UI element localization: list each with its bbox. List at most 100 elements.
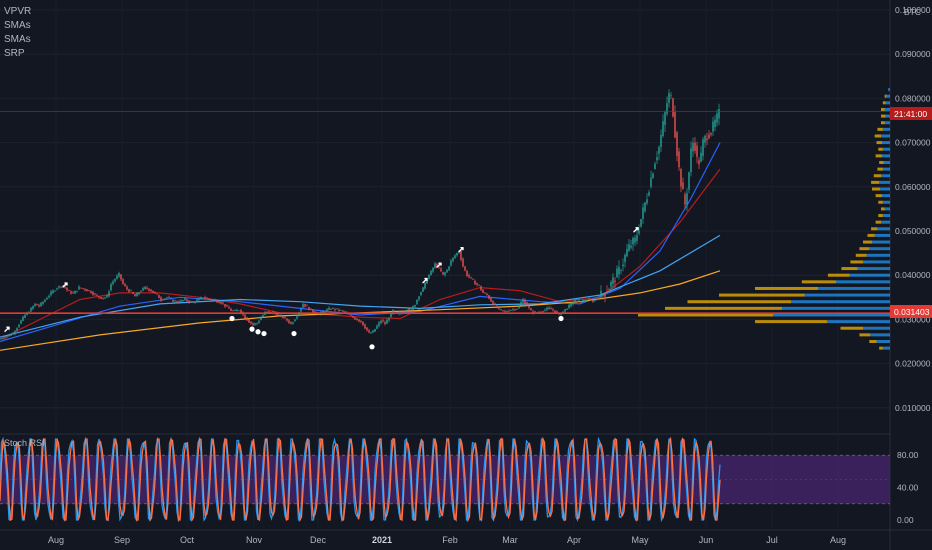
candle-body <box>88 290 90 291</box>
candle-body <box>586 300 588 301</box>
buy-signal-icon <box>62 282 68 288</box>
candle-body <box>146 287 148 289</box>
candle-body <box>74 290 76 294</box>
vp-bar-blue <box>882 214 890 218</box>
currency-label: BTC <box>904 7 921 17</box>
candle-body <box>64 284 66 288</box>
candle-body <box>164 298 166 300</box>
candle-body <box>46 298 48 300</box>
candle-body <box>384 322 386 325</box>
candle-body <box>624 254 626 262</box>
candle-body <box>582 300 584 302</box>
candle-body <box>132 292 134 294</box>
candle-body <box>150 289 152 292</box>
price-axis: 0.010000 0.020000 0.030000 0.040000 0.050000… <box>895 5 931 525</box>
indicator-vpvr[interactable]: VPVR <box>4 6 32 17</box>
candle-body <box>474 280 476 285</box>
vp-bar-blue <box>885 101 890 105</box>
candle-body <box>588 298 590 300</box>
candle-body <box>268 311 270 313</box>
candle-body <box>612 277 614 284</box>
candle-body <box>460 250 462 260</box>
candle-body <box>52 290 54 293</box>
candle-body <box>676 132 678 156</box>
candle-body <box>638 230 640 234</box>
candle-body <box>686 193 688 205</box>
candle-body <box>86 289 88 292</box>
candle-body <box>436 264 438 268</box>
candle-body <box>412 306 414 310</box>
candle-body <box>490 298 492 302</box>
candle-body <box>594 299 596 301</box>
candle-body <box>258 320 260 323</box>
candle-body <box>428 275 430 279</box>
candle-body <box>554 310 556 313</box>
candle-body <box>170 298 172 300</box>
candle-body <box>674 111 676 138</box>
candle-body <box>502 310 504 312</box>
indicator-srp[interactable]: SRP <box>4 48 25 59</box>
candle-body <box>454 255 456 259</box>
candle-body <box>574 299 576 302</box>
vp-bar-blue <box>882 147 890 151</box>
vp-bar-yellow <box>827 273 850 277</box>
time-tick-label: Apr <box>567 535 581 545</box>
price-tick-label: 0.080000 <box>895 93 931 103</box>
candle-body <box>658 146 660 154</box>
candle-body <box>366 327 368 331</box>
sell-signal-icon <box>369 344 375 350</box>
candle-body <box>622 264 624 267</box>
vp-bar-yellow <box>877 167 883 171</box>
vp-bar-yellow <box>840 326 863 330</box>
vp-bar-yellow <box>801 280 836 284</box>
candle-body <box>96 294 98 296</box>
candle-body <box>174 300 176 302</box>
candle-body <box>620 270 622 272</box>
indicator-smas-2[interactable]: SMAs <box>4 34 31 45</box>
candle-body <box>262 315 264 318</box>
vp-bar-yellow <box>871 180 880 184</box>
candle-body <box>456 252 458 256</box>
indicator-smas-1[interactable]: SMAs <box>4 20 31 31</box>
candle-body <box>616 268 618 278</box>
candle-body <box>278 315 280 316</box>
vp-bar-blue <box>863 260 890 264</box>
candle-body <box>198 298 200 301</box>
candle-body <box>684 194 686 205</box>
candle-body <box>160 297 162 301</box>
vp-bar-blue <box>791 300 890 304</box>
candle-body <box>122 279 124 284</box>
candle-body <box>556 311 558 313</box>
candle-body <box>308 307 310 310</box>
candle-body <box>372 330 374 333</box>
vp-bar-blue <box>773 313 890 317</box>
candle-body <box>196 299 198 302</box>
time-tick-label: Jun <box>699 535 714 545</box>
candle-body <box>380 320 382 324</box>
candle-body <box>482 289 484 293</box>
candle-body <box>576 299 578 301</box>
sell-signal-icon <box>229 315 235 322</box>
candle-body <box>44 299 46 302</box>
candle-body <box>156 293 158 295</box>
candle-body <box>56 288 58 290</box>
candle-body <box>552 309 554 311</box>
vp-bar-blue <box>885 114 890 118</box>
stoch-tick-label: 40.00 <box>897 483 919 493</box>
candle-body <box>688 172 690 190</box>
vp-bar-blue <box>869 247 890 251</box>
candle-body <box>522 299 524 303</box>
candle-body <box>138 292 140 295</box>
volume-profile <box>638 88 890 350</box>
candle-body <box>488 295 490 299</box>
candle-body <box>232 310 234 312</box>
stoch-rsi-label[interactable]: Stoch RSI <box>4 438 45 448</box>
candle-body <box>60 286 62 288</box>
buy-signal-icon <box>633 227 639 233</box>
candle-body <box>524 299 526 304</box>
candle-body <box>92 292 94 295</box>
candle-body <box>642 207 644 219</box>
vp-bar-yellow <box>877 127 883 131</box>
candle-body <box>296 316 298 319</box>
